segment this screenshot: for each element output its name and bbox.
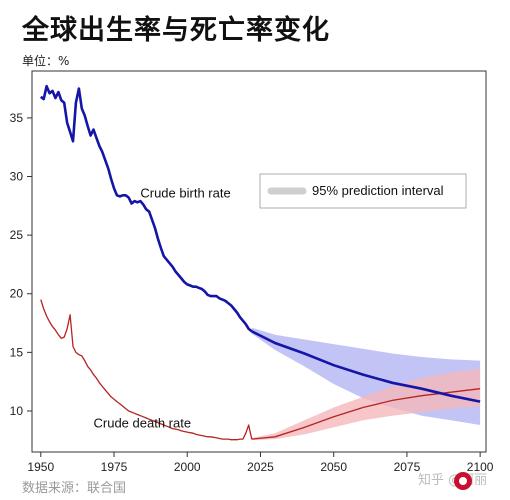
plot-frame bbox=[31, 70, 487, 453]
birth-rate-line bbox=[39, 84, 253, 333]
y-tick-label: 20 bbox=[10, 287, 24, 301]
y-tick-label: 25 bbox=[10, 228, 24, 242]
y-tick-label: 35 bbox=[10, 111, 24, 125]
x-tick-label: 2025 bbox=[247, 460, 274, 474]
death-rate-interval-band bbox=[251, 368, 481, 441]
source-note: 数据来源：联合国 bbox=[22, 481, 127, 496]
y-tick-label: 30 bbox=[10, 170, 24, 184]
x-tick-label: 2075 bbox=[394, 460, 421, 474]
y-tick-label: 15 bbox=[10, 345, 24, 359]
birth-rate-projection-line bbox=[251, 330, 481, 403]
unit-label: 单位：% bbox=[22, 54, 70, 68]
birth-rate-label: Crude birth rate bbox=[140, 186, 230, 201]
publisher-logo bbox=[454, 472, 472, 490]
x-tick-label: 1950 bbox=[27, 460, 54, 474]
chart-title: 全球出生率与死亡率变化 bbox=[22, 15, 330, 46]
x-tick-label: 1975 bbox=[101, 460, 128, 474]
y-tick-label: 10 bbox=[10, 404, 24, 418]
legend-label: 95% prediction interval bbox=[312, 183, 444, 198]
x-tick-label: 2100 bbox=[467, 460, 494, 474]
x-tick-label: 2050 bbox=[320, 460, 347, 474]
death-rate-line bbox=[40, 299, 253, 441]
x-tick-label: 2000 bbox=[174, 460, 201, 474]
death-rate-label: Crude death rate bbox=[94, 415, 192, 430]
